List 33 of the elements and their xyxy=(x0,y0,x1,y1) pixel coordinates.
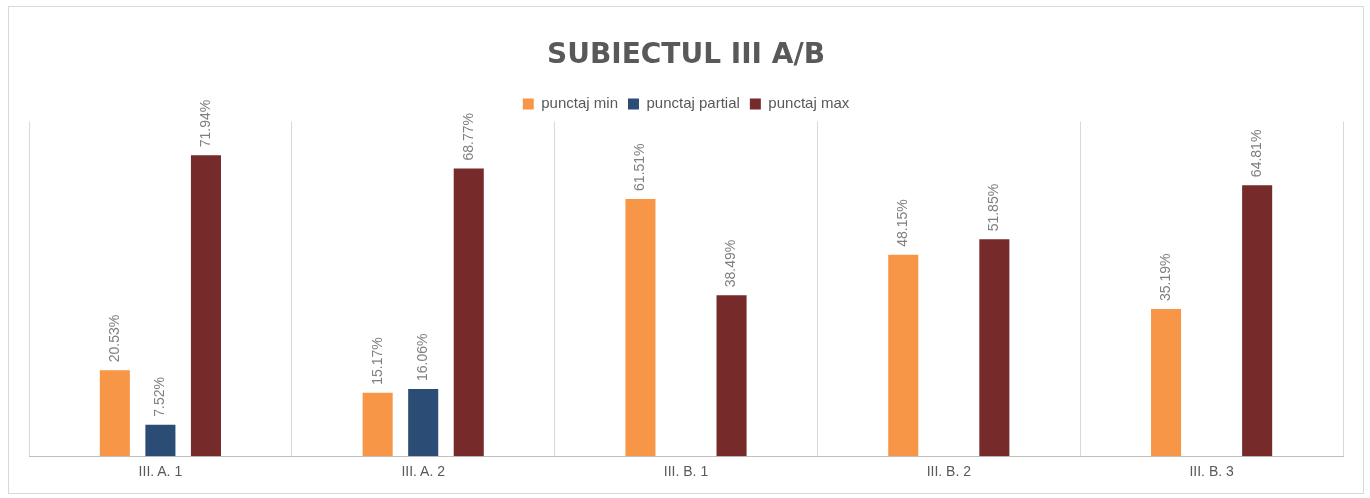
legend-label: punctaj max xyxy=(768,94,850,112)
bar xyxy=(979,239,1010,457)
bar xyxy=(190,155,221,457)
data-label: 35.19% xyxy=(1156,253,1173,302)
x-tick-label: III. B. 2 xyxy=(926,463,972,480)
x-tick-label: III. B. 1 xyxy=(663,463,709,480)
x-tick-label: III. A. 2 xyxy=(401,463,446,480)
bar xyxy=(99,370,130,457)
bar xyxy=(888,254,919,457)
data-label: 61.51% xyxy=(631,143,648,191)
bar xyxy=(625,198,656,457)
x-tick-label: III. B. 3 xyxy=(1189,463,1234,480)
chart-title: SUBIECTUL III A/B xyxy=(546,37,826,71)
data-label: 38.49% xyxy=(722,239,739,288)
data-label: 64.81% xyxy=(1248,129,1265,178)
data-label: 16.06% xyxy=(414,333,431,382)
bar xyxy=(362,392,393,457)
x-tick-label: III. A. 1 xyxy=(138,463,183,480)
bar xyxy=(453,168,484,457)
data-label: 71.94% xyxy=(196,99,213,148)
bar xyxy=(716,295,747,457)
data-label: 68.77% xyxy=(459,113,476,161)
bar xyxy=(1151,309,1182,457)
bar xyxy=(408,389,439,457)
data-label: 20.53% xyxy=(105,314,122,363)
data-label: 51.85% xyxy=(985,183,1002,232)
bar xyxy=(145,424,176,457)
legend-label: punctaj min xyxy=(541,94,618,112)
legend-label: punctaj partial xyxy=(646,94,740,112)
bar xyxy=(1242,185,1273,457)
data-label: 7.52% xyxy=(151,377,168,417)
data-label: 48.15% xyxy=(894,199,911,247)
data-label: 15.17% xyxy=(368,337,385,385)
